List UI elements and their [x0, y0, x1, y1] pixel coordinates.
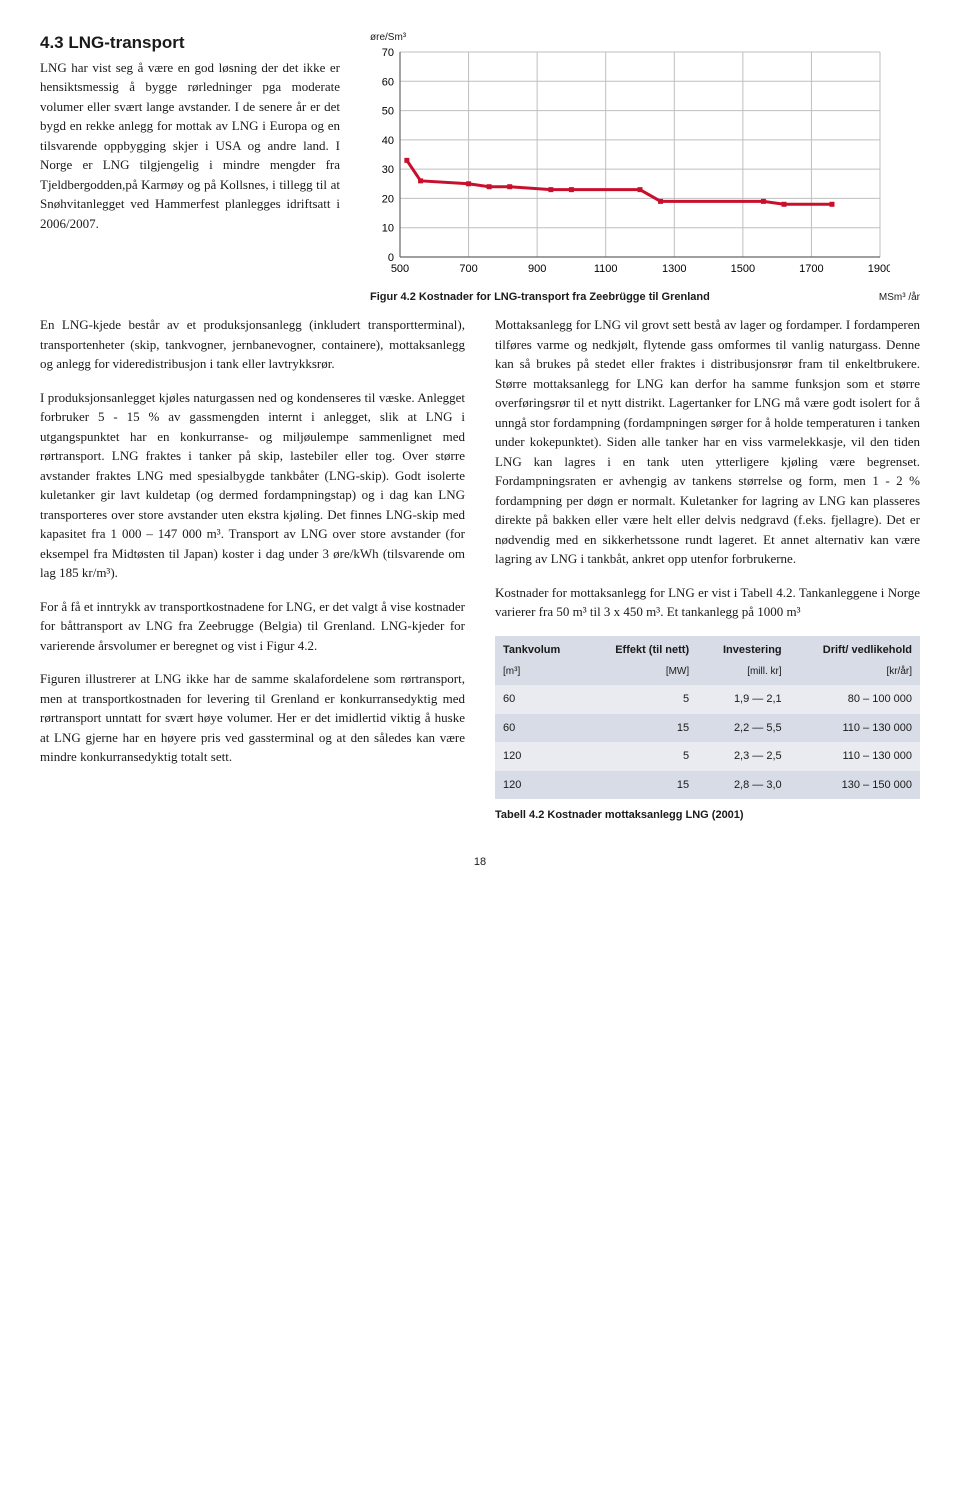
body-paragraph: Kostnader for mottaksanlegg for LNG er v…	[495, 583, 920, 622]
table-cell: 15	[586, 714, 697, 743]
chart-x-unit: MSm³ /år	[879, 290, 920, 305]
table-cell: 120	[495, 771, 586, 800]
table-row: 120152,8 — 3,0130 – 150 000	[495, 771, 920, 800]
table-subheader: [m³]	[495, 664, 586, 685]
table-cell: 2,8 — 3,0	[697, 771, 790, 800]
table-cell: 60	[495, 685, 586, 714]
svg-text:1700: 1700	[799, 263, 823, 275]
lng-cost-chart: øre/Sm³ 01020304050607050070090011001300…	[370, 30, 920, 305]
body-paragraph: En LNG-kjede består av et produksjonsanl…	[40, 315, 465, 374]
table-cell: 15	[586, 771, 697, 800]
table-cell: 2,3 — 2,5	[697, 742, 790, 771]
svg-text:1100: 1100	[594, 263, 618, 275]
intro-block: 4.3 LNG-transport LNG har vist seg å vær…	[40, 30, 340, 305]
table-cell: 120	[495, 742, 586, 771]
chart-caption: Figur 4.2 Kostnader for LNG-transport fr…	[370, 289, 710, 306]
svg-text:40: 40	[382, 135, 394, 147]
body-paragraph: For å få et inntrykk av transportkostnad…	[40, 597, 465, 656]
cost-table: Tankvolum Effekt (til nett) Investering …	[495, 636, 920, 824]
page-number: 18	[40, 854, 920, 871]
body-columns: En LNG-kjede består av et produksjonsanl…	[40, 315, 920, 824]
table-header: Investering	[697, 636, 790, 665]
section-title: LNG-transport	[68, 33, 184, 52]
intro-paragraph: LNG har vist seg å være en god løsning d…	[40, 58, 340, 234]
table-cell: 5	[586, 685, 697, 714]
section-heading: 4.3 LNG-transport	[40, 30, 340, 56]
svg-text:700: 700	[459, 263, 477, 275]
table-cell: 2,2 — 5,5	[697, 714, 790, 743]
table-cell: 130 – 150 000	[790, 771, 920, 800]
svg-text:1900: 1900	[868, 263, 890, 275]
body-paragraph: Mottaksanlegg for LNG vil grovt sett bes…	[495, 315, 920, 569]
table-cell: 80 – 100 000	[790, 685, 920, 714]
chart-y-unit: øre/Sm³	[370, 30, 920, 45]
table-row: 6051,9 — 2,180 – 100 000	[495, 685, 920, 714]
svg-text:900: 900	[528, 263, 546, 275]
svg-text:20: 20	[382, 193, 394, 205]
chart-svg: 0102030405060705007009001100130015001700…	[370, 47, 890, 277]
svg-text:70: 70	[382, 47, 394, 59]
svg-text:10: 10	[382, 223, 394, 235]
table-subheader: [mill. kr]	[697, 664, 790, 685]
table-cell: 110 – 130 000	[790, 714, 920, 743]
table-header: Effekt (til nett)	[586, 636, 697, 665]
svg-text:1500: 1500	[731, 263, 755, 275]
svg-text:1300: 1300	[662, 263, 686, 275]
svg-text:500: 500	[391, 263, 409, 275]
table-header: Tankvolum	[495, 636, 586, 665]
svg-text:30: 30	[382, 164, 394, 176]
section-number: 4.3	[40, 33, 64, 52]
svg-text:50: 50	[382, 106, 394, 118]
table-cell: 60	[495, 714, 586, 743]
table-subheader: [MW]	[586, 664, 697, 685]
body-paragraph: Figuren illustrerer at LNG ikke har de s…	[40, 669, 465, 767]
table-caption: Tabell 4.2 Kostnader mottaksanlegg LNG (…	[495, 807, 920, 824]
body-paragraph: I produksjonsanlegget kjøles naturgassen…	[40, 388, 465, 583]
table-cell: 110 – 130 000	[790, 742, 920, 771]
table-subheader: [kr/år]	[790, 664, 920, 685]
table-header: Drift/ vedlikehold	[790, 636, 920, 665]
table-cell: 1,9 — 2,1	[697, 685, 790, 714]
table-row: 12052,3 — 2,5110 – 130 000	[495, 742, 920, 771]
svg-text:60: 60	[382, 76, 394, 88]
table-row: 60152,2 — 5,5110 – 130 000	[495, 714, 920, 743]
table-cell: 5	[586, 742, 697, 771]
